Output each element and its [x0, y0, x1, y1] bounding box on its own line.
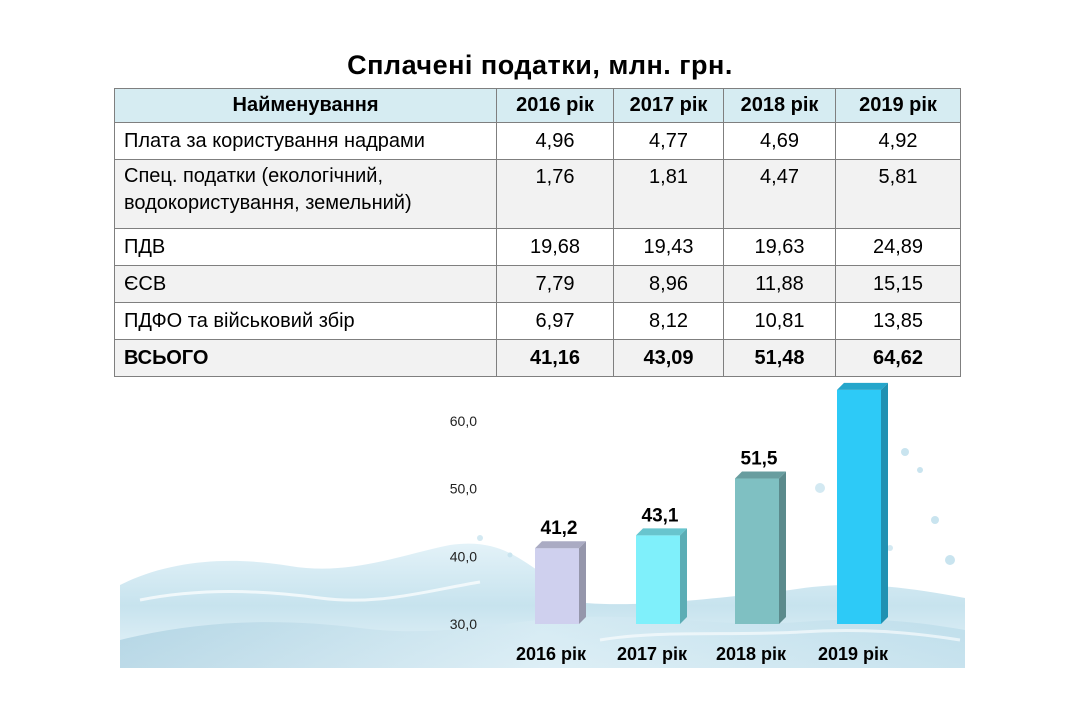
bar-top [535, 541, 586, 549]
table-cell: 7,79 [496, 265, 614, 303]
bar-2 [636, 528, 687, 624]
row-name: ПДФО та військовий збір [114, 302, 497, 340]
data-label: 43,1 [642, 505, 679, 526]
row-name: ВСЬОГО [114, 339, 497, 377]
table-cell: 51,48 [723, 339, 836, 377]
table-cell: 8,96 [613, 265, 724, 303]
x-tick-label: 2019 рік [818, 644, 889, 664]
table-cell: 41,16 [496, 339, 614, 377]
table-cell: 5,81 [835, 159, 961, 229]
bars: 41,2 2016 рік 43,1 2017 рік 51,5 2018 рік 64,6… [516, 380, 889, 664]
table-cell: 10,81 [723, 302, 836, 340]
y-tick-label: 60,0 [450, 413, 477, 429]
bar-face [837, 389, 881, 624]
table-cell: 4,96 [496, 122, 614, 160]
table-cell: 8,12 [613, 302, 724, 340]
table-cell: 43,09 [613, 339, 724, 377]
table-row: ЄСВ 7,79 8,96 11,88 15,15 [114, 265, 961, 303]
bar-chart: 30,0 40,0 50,0 60,0 41,2 2016 рік 43,1 2017 рі… [0, 380, 1080, 720]
table-cell: 4,77 [613, 122, 724, 160]
table-cell: 6,97 [496, 302, 614, 340]
table-row: Спец. податки (екологічний, водокористува… [114, 159, 961, 229]
bar-side [579, 541, 586, 624]
table-cell: 13,85 [835, 302, 961, 340]
row-name: ЄСВ [114, 265, 497, 303]
table-cell: 4,92 [835, 122, 961, 160]
bar-face [535, 548, 579, 624]
chart-canvas: 30,0 40,0 50,0 60,0 41,2 2016 рік 43,1 2017 рі… [120, 380, 965, 668]
column-header: Найменування [114, 88, 497, 123]
column-header: 2016 рік [496, 88, 614, 123]
bar-face [636, 535, 680, 624]
table-cell: 19,43 [613, 228, 724, 266]
bar-side [779, 471, 786, 624]
table-row: ПДВ 19,68 19,43 19,63 24,89 [114, 228, 961, 266]
bar-face [735, 478, 779, 624]
table-row: Плата за користування надрами 4,96 4,77 … [114, 122, 961, 160]
bar-3 [735, 471, 786, 624]
x-tick-label: 2016 рік [516, 644, 587, 664]
table-cell: 4,47 [723, 159, 836, 229]
y-tick-label: 40,0 [450, 548, 477, 564]
row-name: ПДВ [114, 228, 497, 266]
table-cell: 1,76 [496, 159, 614, 229]
y-tick-label: 30,0 [450, 616, 477, 632]
bar-top [636, 528, 687, 536]
data-label: 41,2 [541, 518, 578, 539]
x-tick-label: 2018 рік [716, 644, 787, 664]
bar-1 [535, 541, 586, 624]
bar-side [881, 382, 888, 624]
page-title: Сплачені податки, млн. грн. [347, 50, 733, 80]
table-cell: 1,81 [613, 159, 724, 229]
table-total-row: ВСЬОГО 41,16 43,09 51,48 64,62 [114, 339, 961, 377]
table-header-row: Найменування 2016 рік 2017 рік 2018 рік … [114, 88, 961, 123]
data-label: 64,6 [843, 380, 880, 381]
table-cell: 19,68 [496, 228, 614, 266]
table-cell: 19,63 [723, 228, 836, 266]
table-cell: 4,69 [723, 122, 836, 160]
row-name: Плата за користування надрами [114, 122, 497, 160]
bar-top [735, 471, 786, 479]
bar-side [680, 528, 687, 624]
data-label: 51,5 [741, 449, 778, 470]
column-header: 2017 рік [613, 88, 724, 123]
x-tick-label: 2017 рік [617, 644, 688, 664]
column-header: 2018 рік [723, 88, 836, 123]
bar-top [837, 382, 888, 390]
table-cell: 15,15 [835, 265, 961, 303]
table-cell: 11,88 [723, 265, 836, 303]
table-cell: 24,89 [835, 228, 961, 266]
row-name-line: водокористування, земельний) [124, 192, 412, 214]
bar-4 [837, 382, 888, 624]
tax-table: Найменування 2016 рік 2017 рік 2018 рік … [114, 88, 961, 377]
y-axis: 30,0 40,0 50,0 60,0 [450, 413, 477, 632]
table-cell: 64,62 [835, 339, 961, 377]
column-header: 2019 рік [835, 88, 961, 123]
row-name: Спец. податки (екологічний, водокористува… [114, 159, 497, 229]
table-row: ПДФО та військовий збір 6,97 8,12 10,81 … [114, 302, 961, 340]
y-tick-label: 50,0 [450, 481, 477, 497]
row-name-line: Спец. податки (екологічний, [124, 165, 384, 187]
